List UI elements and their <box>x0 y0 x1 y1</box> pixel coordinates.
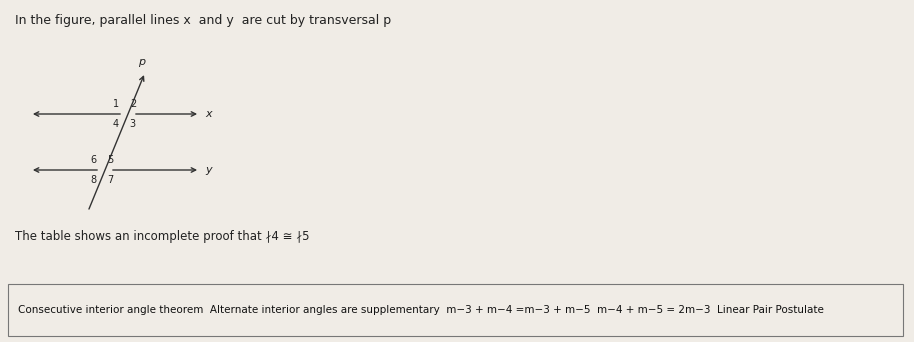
Text: p: p <box>137 57 144 67</box>
Text: x: x <box>205 109 212 119</box>
Text: 8: 8 <box>90 175 96 185</box>
Text: 7: 7 <box>107 175 113 185</box>
Text: In the figure, parallel lines x  and y  are cut by transversal p: In the figure, parallel lines x and y ar… <box>15 14 391 27</box>
Text: 4: 4 <box>112 119 119 129</box>
Text: 6: 6 <box>90 155 96 165</box>
Text: Consecutive interior angle theorem  Alternate interior angles are supplementary : Consecutive interior angle theorem Alter… <box>18 305 824 315</box>
Text: 3: 3 <box>130 119 136 129</box>
Text: 2: 2 <box>130 98 136 109</box>
Text: y: y <box>205 165 212 175</box>
Text: The table shows an incomplete proof that ∤4 ≅ ∤5: The table shows an incomplete proof that… <box>15 230 310 243</box>
Text: 1: 1 <box>112 98 119 109</box>
Text: 5: 5 <box>107 155 113 165</box>
FancyBboxPatch shape <box>8 284 903 336</box>
